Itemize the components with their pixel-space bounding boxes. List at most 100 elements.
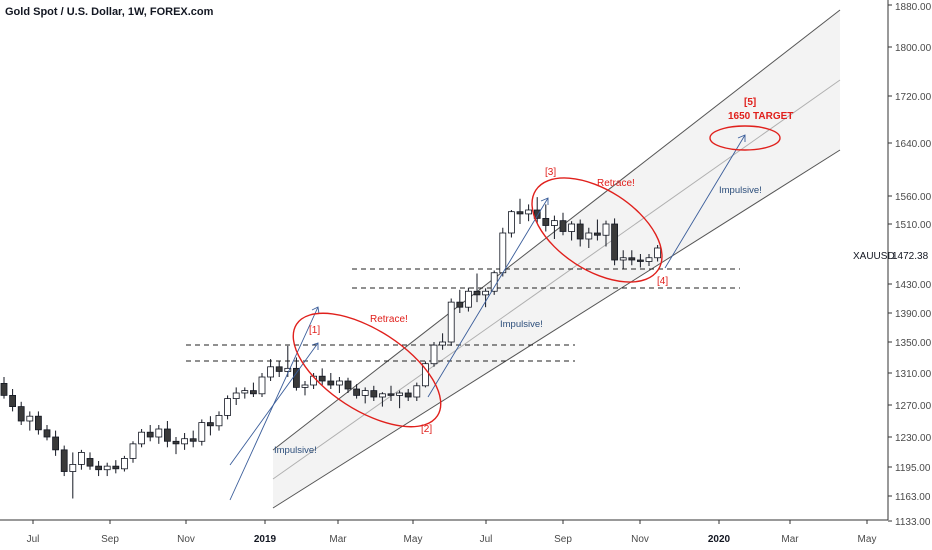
candle-body-up [138,431,146,445]
candle-body-up [585,232,593,240]
x-tick-label: Sep [554,534,572,545]
candle [172,437,180,455]
candle [181,433,189,450]
candle-body-down [35,415,42,431]
candle-body-down [146,431,154,438]
y-tick-label: 1720.00 [895,92,932,103]
candle-body-down [516,211,524,215]
candle-body-up [129,443,137,459]
candle-body-up [284,367,292,372]
candle-body-down [112,465,120,470]
candle-body-down [206,422,214,427]
candles [0,197,661,499]
candle-body-up [26,415,34,422]
candle-body-down [318,375,326,382]
wave-4-label: [4] [657,276,668,287]
candle [9,389,17,412]
x-tick-label: Nov [177,534,195,545]
retrace-ellipse-2 [531,177,663,283]
candle-body-down [60,449,68,472]
candle-body-up [499,232,507,274]
retrace-label-2: Retrace! [597,178,635,189]
y-tick-label: 1880.00 [895,2,932,13]
candle [619,250,627,269]
candle-body-down [0,382,8,396]
candle [611,218,618,266]
candle-body-up [121,458,128,470]
candle [78,449,85,470]
y-tick-label: 1560.00 [895,192,932,203]
candle [602,220,610,247]
candle-body-up [551,220,558,226]
candle-body-down [292,367,300,388]
candle-body-down [542,217,550,226]
candle-body-up [301,384,309,388]
symbol-label: XAUUSD [853,251,895,262]
candle-body-down [611,223,618,261]
candle [26,411,34,431]
candle [353,384,361,399]
candle [473,273,481,303]
candle-body-up [69,464,77,472]
candle-body-down [533,209,541,219]
candle [576,219,584,247]
candle-body-down [404,392,412,398]
y-tick-label: 1163.00 [895,492,931,503]
candle-body-down [559,220,567,232]
impulse-arrow-3 [664,134,746,269]
candle [361,387,369,404]
candle [516,198,524,224]
candle [482,288,490,308]
y-tick-label: 1230.00 [895,433,932,444]
channel-lower-line [272,149,841,509]
candle [542,204,550,232]
y-tick-label: 1310.00 [895,369,932,380]
candle [198,419,206,446]
candle [163,421,171,448]
x-tick-label: 2020 [708,534,731,545]
x-tick-label: Mar [329,534,347,545]
candle-body-up [430,344,438,365]
candle [430,342,438,367]
wave-3-label: [3] [545,167,556,178]
wave-5-label: [5] [744,97,756,108]
candle-body-up [258,376,266,395]
candle-body-up [215,414,223,427]
candle [525,204,532,222]
impulse-label-3: Impulsive! [719,185,762,196]
channel-middle-line [272,79,841,480]
candle [155,425,163,444]
x-tick-label: Mar [781,534,799,545]
candle [533,197,541,223]
x-tick-label: May [404,534,423,545]
x-tick-label: 2019 [254,534,277,545]
candle-body-up [602,223,610,236]
candle-body-up [396,392,404,396]
retrace-ellipse-1 [292,312,442,428]
candle [464,287,472,312]
x-tick-label: Nov [631,534,649,545]
candle-body-down [637,259,644,262]
channel-fill [273,10,840,508]
candle-body-down [594,232,601,236]
candle [370,385,378,401]
candle-body-down [353,388,361,396]
impulse-arrow-1b-head [311,342,319,350]
wave-1-label: [1] [309,325,320,336]
candle-body-down [189,438,197,442]
candle [637,254,644,268]
candle-body-up [654,247,661,259]
candle [568,221,575,241]
candle-body-up [507,211,515,234]
chart-title: Gold Spot / U.S. Dollar, 1W, FOREX.com [5,6,214,18]
candle [241,387,249,399]
dashed-levels [186,268,740,362]
candle-body-up [645,257,653,262]
candle [387,385,395,401]
candle [146,425,154,442]
y-tick-label: 1510.00 [895,220,932,231]
x-tick-label: Jul [480,534,493,545]
impulse-arrow-1a-head [311,306,320,315]
candle [232,387,240,405]
candle [112,460,120,474]
